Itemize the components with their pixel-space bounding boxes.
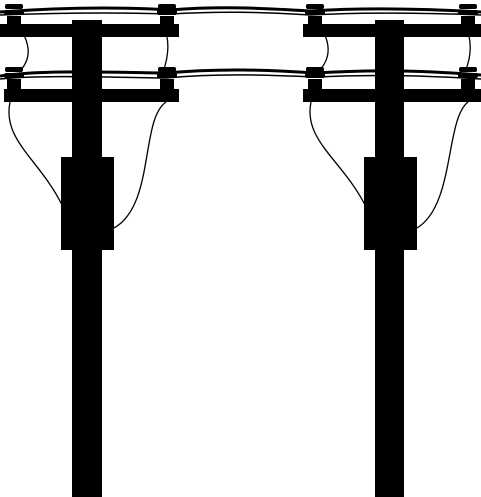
right-pole-upper-crossarm (303, 24, 481, 37)
right-pole-lower-crossarm (303, 89, 481, 102)
right-pole (303, 4, 481, 497)
left-pole-lower-crossarm (4, 89, 179, 102)
left-pole (0, 4, 179, 497)
upper-power-line (0, 6, 481, 16)
left-pole-upper-crossarm (0, 24, 179, 37)
right-transformer-left-wire (309, 101, 366, 206)
right-lower-left-insulator-icon (305, 67, 325, 89)
right-upper-left-jumper-wire (315, 22, 329, 73)
right-pole-transformer (364, 157, 417, 250)
left-upper-left-jumper-wire (15, 22, 29, 73)
left-transformer-right-wire (113, 101, 167, 229)
lower-power-line (0, 68, 481, 80)
left-pole-transformer (61, 157, 114, 250)
right-transformer-right-wire (416, 101, 469, 229)
left-upper-right-jumper-wire (162, 22, 169, 73)
left-transformer-left-wire (8, 101, 63, 206)
right-upper-right-jumper-wire (464, 22, 471, 73)
